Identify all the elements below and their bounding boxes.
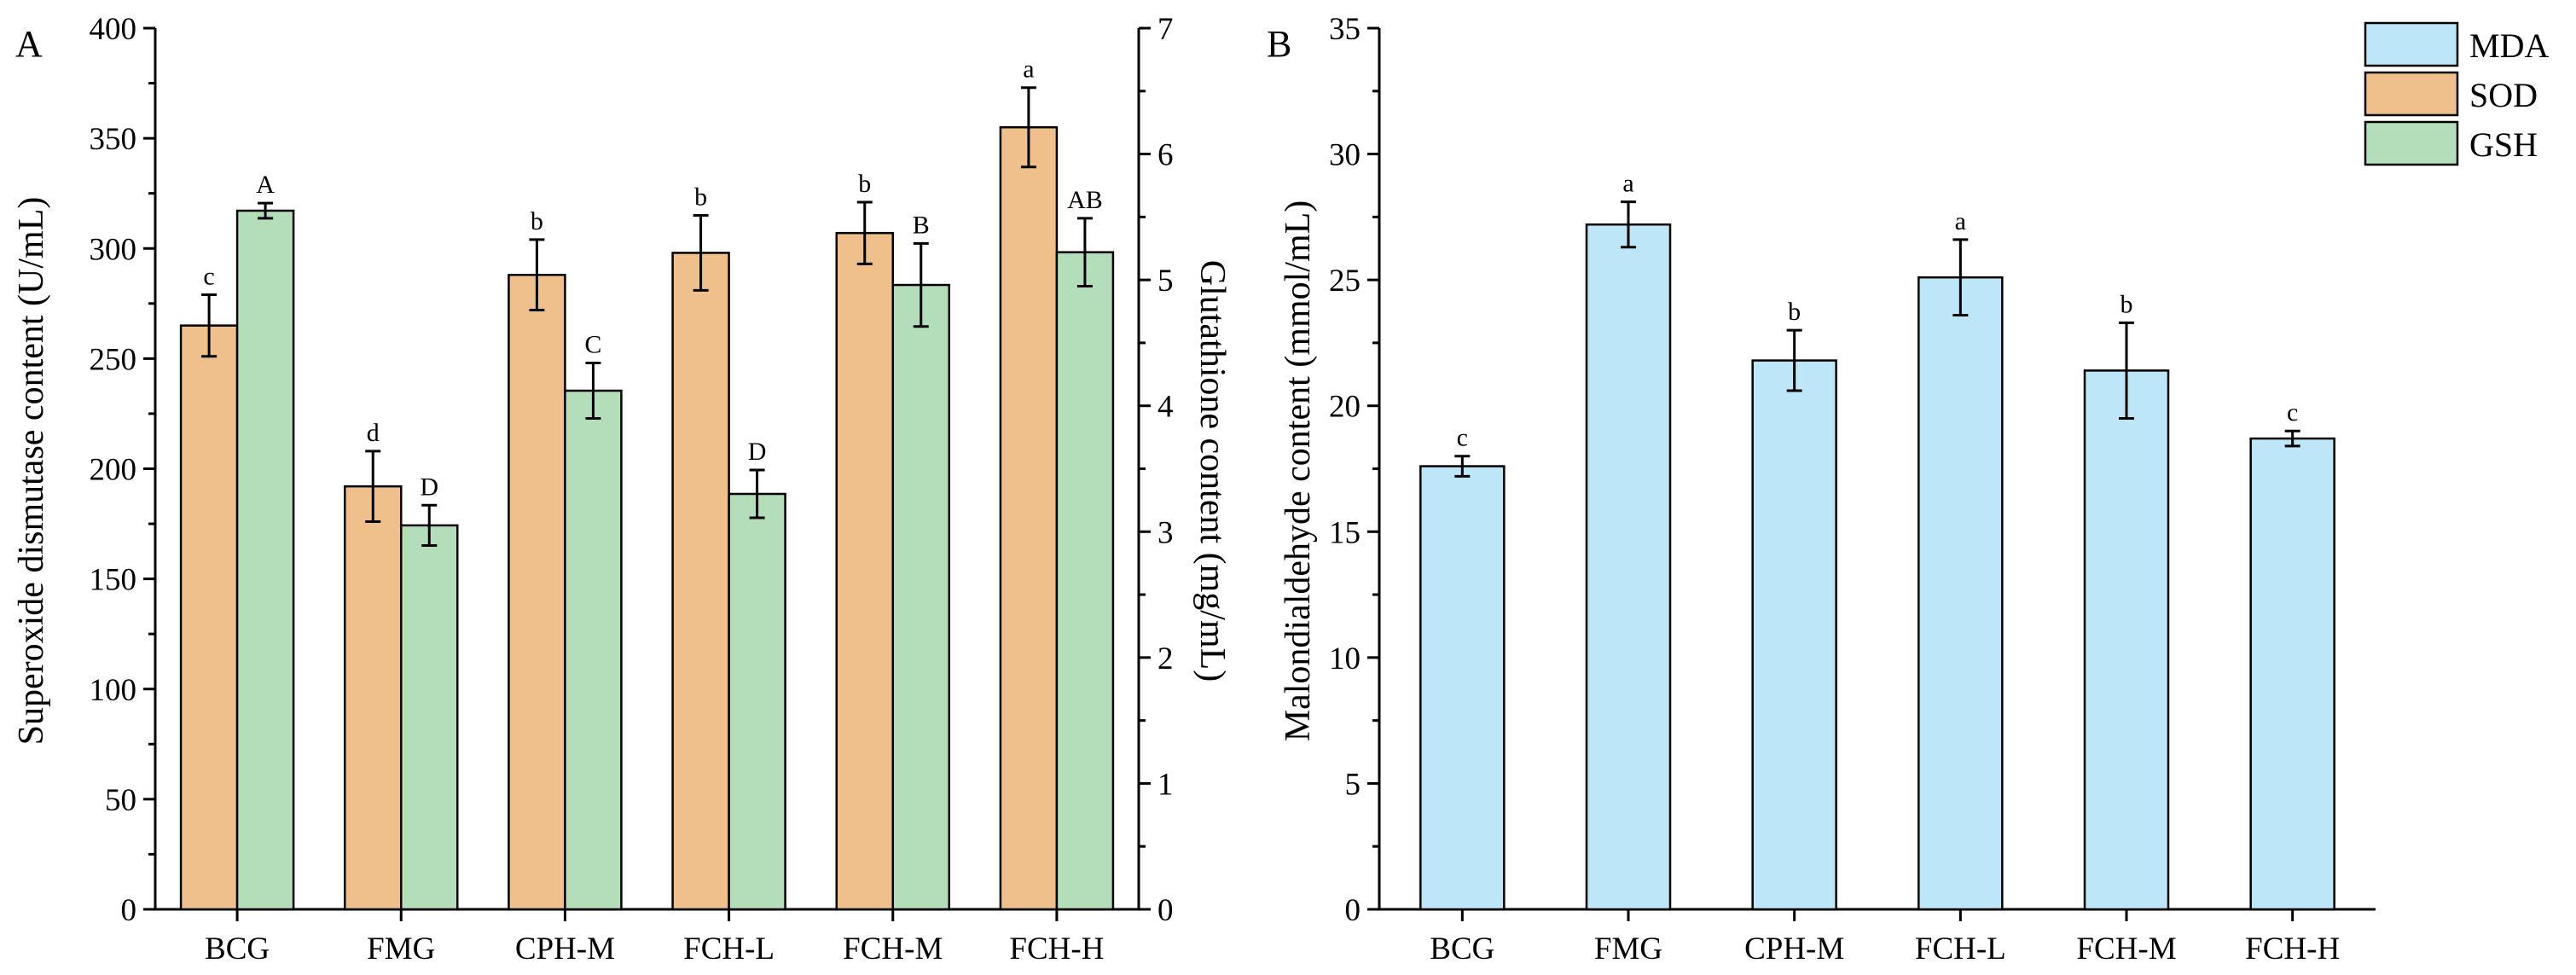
panel-a-ytick-right-label: 7	[1157, 12, 1174, 47]
panel-b-bar-mda	[1917, 276, 2004, 911]
panel-a-ytick-label: 400	[90, 12, 137, 47]
panel-a-ytick-label: 50	[105, 783, 136, 818]
panel-b-bar-mda	[2083, 369, 2170, 911]
panel-b-significance-label: a	[1955, 207, 1966, 235]
panel-b-xtick-label: FCH-L	[1915, 931, 2006, 966]
panel-b-bar-mda	[1751, 359, 1837, 911]
panel-a-ytick-right-label: 0	[1157, 893, 1174, 928]
panel-a-bar-sod	[179, 324, 239, 911]
panel-a-ytick-label: 200	[90, 453, 137, 488]
legend-label-gsh: GSH	[2469, 125, 2538, 164]
panel-a-significance-label: d	[367, 419, 380, 447]
panel-a-right-ylabel: Glutathione content (mg/mL)	[1192, 260, 1232, 682]
panel-a-xtick-label: BCG	[205, 931, 270, 966]
panel-a-ytick-label: 100	[90, 673, 137, 708]
panel-a-bar-gsh	[235, 209, 295, 911]
panel-b-significance-label: b	[2121, 290, 2133, 318]
panel-b-bar-mda	[1419, 465, 1506, 911]
panel-a-ytick-right-label: 5	[1157, 264, 1174, 299]
panel-a-ytick-label: 150	[90, 563, 137, 598]
panel-b-ylabel: Malondialdehyde content (mmol/mL)	[1279, 200, 1318, 742]
panel-a-bar-sod	[999, 125, 1059, 911]
panel-a-ytick-right-label: 4	[1157, 390, 1174, 425]
panel-a-bar-gsh	[728, 492, 786, 911]
panel-a-bar-gsh	[1055, 251, 1115, 911]
panel-a-significance-label: C	[584, 331, 601, 359]
panel-a-significance-label: b	[694, 183, 707, 212]
panel-b-xtick-label: FCH-M	[2076, 931, 2176, 966]
panel-b-xtick-label: FMG	[1594, 931, 1662, 966]
panel-a-ytick-right-label: 3	[1157, 515, 1174, 550]
panel-b-ytick-label: 10	[1329, 641, 1361, 676]
panel-a-significance-label: AB	[1067, 186, 1103, 214]
panel-b-ytick-label: 0	[1345, 893, 1361, 928]
legend-label-sod: SOD	[2469, 76, 2538, 114]
legend-swatch-gsh	[2364, 120, 2459, 166]
panel-b-significance-label: c	[1457, 424, 1468, 452]
panel-a-bar-sod	[835, 231, 894, 911]
legend-label-mda: MDA	[2469, 26, 2549, 65]
legend-swatch-mda	[2364, 21, 2459, 67]
panel-a-ytick-right-label: 2	[1157, 641, 1174, 676]
panel-b-significance-label: c	[2287, 398, 2298, 427]
panel-b-xtick-label: FCH-H	[2245, 931, 2340, 966]
panel-a-xtick-label: FCH-M	[843, 931, 943, 966]
panel-a-xtick-label: FCH-H	[1009, 931, 1104, 966]
panel-a-ytick-right-label: 1	[1157, 767, 1174, 802]
panel-a-significance-label: c	[203, 262, 214, 290]
panel-a-bar-gsh	[891, 283, 950, 911]
panel-a-xtick-label: CPH-M	[515, 931, 615, 966]
panel-b-ytick-label: 25	[1329, 264, 1361, 299]
panel-b-bar-mda	[1585, 223, 1672, 911]
panel-a-letter: A	[15, 23, 43, 65]
panel-a-ytick-right-label: 6	[1157, 138, 1174, 173]
panel-a-left-ylabel: Superoxide dismutase content (U/mL)	[12, 197, 51, 746]
panel-a-bar-gsh	[564, 389, 623, 911]
panel-b-ytick-label: 15	[1329, 515, 1361, 550]
panel-b-ytick-label: 30	[1329, 138, 1361, 173]
panel-b-ytick-label: 35	[1329, 12, 1361, 47]
panel-a-bar-gsh	[400, 524, 459, 911]
panel-a-significance-label: A	[256, 171, 275, 199]
panel-b-ytick-label: 5	[1345, 767, 1361, 802]
panel-a-significance-label: B	[913, 211, 930, 239]
panel-b-significance-label: a	[1622, 170, 1633, 198]
panel-b-letter: B	[1267, 23, 1291, 65]
panel-b-bar-mda	[2249, 437, 2335, 911]
panel-b-xtick-label: CPH-M	[1744, 931, 1844, 966]
panel-a-bar-sod	[671, 252, 730, 911]
panel-a-xtick-label: FCH-L	[683, 931, 775, 966]
panel-b-ytick-label: 20	[1329, 390, 1361, 425]
panel-a-bar-sod	[344, 485, 403, 911]
panel-a-ytick-label: 250	[90, 342, 137, 377]
panel-a-ytick-label: 350	[90, 122, 137, 157]
panel-a-bar-sod	[508, 273, 566, 911]
panel-a-xtick-label: FMG	[367, 931, 435, 966]
panel-b-xtick-label: BCG	[1430, 931, 1494, 966]
panel-b-significance-label: b	[1788, 298, 1801, 326]
panel-a-significance-label: a	[1023, 55, 1034, 84]
panel-a-ytick-label: 300	[90, 232, 137, 267]
panel-a-significance-label: b	[531, 207, 543, 235]
panel-a-significance-label: D	[748, 438, 767, 466]
legend-swatch-sod	[2364, 71, 2459, 117]
panel-a-significance-label: b	[858, 170, 871, 198]
panel-a-ytick-label: 0	[121, 893, 137, 928]
panel-a-significance-label: D	[420, 473, 438, 501]
